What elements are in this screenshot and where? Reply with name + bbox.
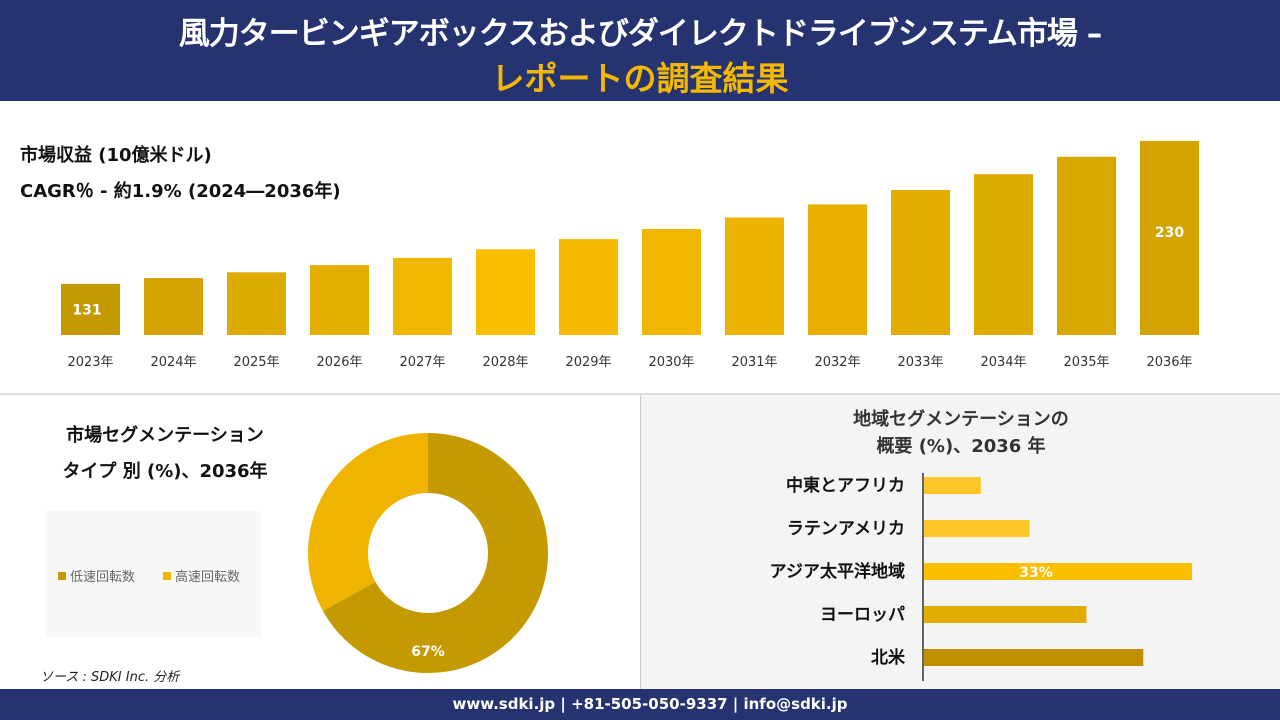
revenue-bar	[559, 239, 618, 335]
legend-item-low-speed: 低速回転数	[58, 566, 135, 585]
donut-slice	[308, 433, 428, 611]
region-label: 北米	[871, 647, 906, 668]
revenue-bar	[974, 174, 1033, 335]
region-label: 中東とアフリカ	[786, 475, 905, 496]
region-label: ラテンアメリカ	[787, 519, 905, 539]
legend-label: 高速回転数	[175, 570, 241, 585]
revenue-bar	[1057, 156, 1116, 335]
legend-label: 低速回転数	[70, 570, 136, 585]
cagr-label: CAGR％ - 約1.9% (2024―2036年)	[20, 181, 341, 202]
data-label: 131	[72, 302, 101, 318]
region-title-line1: 地域セグメンテーションの	[853, 409, 1069, 430]
divider	[0, 393, 1280, 395]
region-bar	[924, 477, 981, 494]
region-bar	[924, 649, 1144, 666]
revenue-bar	[725, 217, 784, 335]
footer-contact: www.sdki.jp | +81-505-050-9337 | info@sd…	[0, 689, 1280, 720]
revenue-bar	[393, 257, 452, 335]
year-tick-label: 2033年	[897, 355, 943, 370]
year-tick-label: 2032年	[814, 355, 860, 370]
donut-chart: 67%	[308, 433, 548, 673]
revenue-bar	[891, 190, 950, 335]
region-title-line2: 概要 (%)、2036 年	[876, 436, 1046, 457]
year-tick-label: 2035年	[1063, 355, 1109, 370]
donut-legend: 低速回転数 高速回転数	[46, 511, 261, 637]
revenue-bar	[310, 265, 369, 335]
donut-slice	[322, 433, 548, 673]
report-title: 風力タービンギアボックスおよびダイレクトドライブシステム市場 –	[178, 16, 1102, 52]
year-tick-label: 2034年	[980, 355, 1026, 370]
year-tick-label: 2029年	[565, 355, 611, 370]
legend-item-high-speed: 高速回転数	[163, 566, 240, 585]
year-tick-label: 2025年	[233, 355, 279, 370]
year-tick-label: 2023年	[67, 355, 113, 370]
revenue-bar	[144, 278, 203, 335]
year-tick-label: 2027年	[399, 355, 445, 370]
revenue-bar	[61, 283, 120, 335]
region-data-label: 33%	[1019, 565, 1053, 581]
year-tick-label: 2028年	[482, 355, 528, 370]
revenue-bar	[227, 272, 286, 335]
source-note: ソース : SDKI Inc. 分析	[40, 670, 180, 685]
revenue-bar	[642, 229, 701, 335]
region-label: ヨーロッパ	[820, 605, 905, 625]
legend-swatch	[58, 571, 66, 580]
year-tick-label: 2024年	[150, 355, 196, 370]
legend-swatch	[163, 571, 171, 580]
year-tick-label: 2036年	[1146, 355, 1192, 370]
type-title-line2: タイプ 別 (%)、2036年	[62, 461, 268, 482]
revenue-bar	[476, 249, 535, 335]
type-title-line1: 市場セグメンテーション	[66, 425, 264, 446]
chart-title: 市場収益 (10億米ドル)	[20, 145, 212, 166]
report-subtitle: レポートの調査結果	[491, 59, 789, 98]
data-label: 230	[1155, 225, 1184, 241]
donut-data-label: 67%	[411, 644, 445, 660]
region-bar	[924, 520, 1030, 537]
year-tick-label: 2031年	[731, 355, 777, 370]
revenue-bar	[808, 204, 867, 335]
revenue-bar	[1140, 140, 1199, 335]
year-tick-label: 2026年	[316, 355, 362, 370]
region-bar	[924, 563, 1192, 580]
region-label: アジア太平洋地域	[770, 561, 905, 582]
revenue-bars: 2023年 131 2024年 2025年 2026年 2027年 2028年 2029年 20…	[61, 140, 1199, 370]
revenue-chart: 市場収益 (10億米ドル) CAGR％ - 約1.9% (2024―2036年)…	[0, 101, 1280, 393]
year-tick-label: 2030年	[648, 355, 694, 370]
region-segmentation-panel: 地域セグメンテーションの 概要 (%)、2036 年 中東とアフリカ ラテンアメリ…	[640, 395, 1280, 689]
header-banner: 風力タービンギアボックスおよびダイレクトドライブシステム市場 – レポートの調査…	[0, 0, 1280, 101]
type-segmentation-panel: 市場セグメンテーション タイプ 別 (%)、2036年 低速回転数 高速回転数 …	[0, 395, 640, 689]
region-bar	[924, 606, 1087, 623]
